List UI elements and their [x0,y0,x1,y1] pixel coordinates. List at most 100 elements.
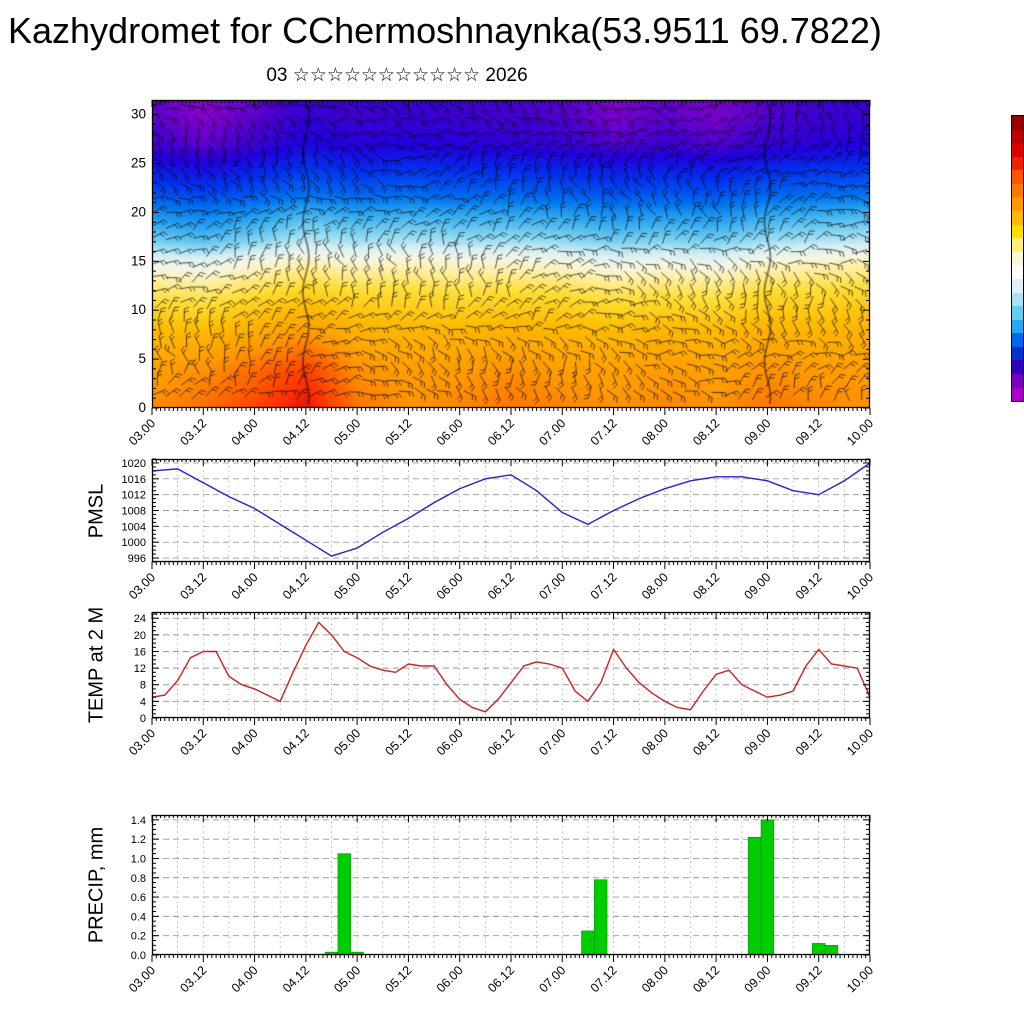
svg-text:1.4: 1.4 [131,815,146,827]
date-header: 03 ☆☆☆☆☆☆☆☆☆☆☆ 2026 [266,65,528,86]
svg-text:04.12: 04.12 [280,416,312,448]
svg-text:09.12: 09.12 [793,416,825,448]
svg-text:05.12: 05.12 [383,963,415,995]
svg-text:05.12: 05.12 [383,570,415,602]
svg-text:07.00: 07.00 [536,963,568,995]
svg-text:03.12: 03.12 [177,416,209,448]
svg-text:1020: 1020 [122,458,146,470]
wind-temperature-profile-axes: 0 5 10 15 20 25 30 03.00 03.12 04.00 04.12 05.00 05.… [126,99,876,448]
svg-text:05.12: 05.12 [383,416,415,448]
svg-text:04.12: 04.12 [280,570,312,602]
svg-text:15: 15 [131,253,146,268]
svg-text:20: 20 [134,630,146,642]
svg-text:03.00: 03.00 [126,726,158,758]
svg-text:10.00: 10.00 [844,570,876,602]
svg-text:06.12: 06.12 [485,570,517,602]
colorbar-segment [1012,183,1023,198]
colorbar-segment [1012,211,1023,225]
colorbar-segment [1012,238,1023,252]
svg-text:05.12: 05.12 [383,726,415,758]
svg-text:06.12: 06.12 [485,416,517,448]
pmsl-chart: 996 1000 1004 1008 1012 1016 1020 03.00 03.12 04.… [122,458,877,602]
svg-text:05.00: 05.00 [331,416,363,448]
svg-text:07.00: 07.00 [536,570,568,602]
svg-text:0.2: 0.2 [131,931,146,943]
precip-chart: 0.0 0.2 0.4 0.6 0.8 1.0 1.2 1.4 03.00 03.12 04.00 0… [126,815,876,995]
svg-text:07.12: 07.12 [588,963,620,995]
svg-text:03.12: 03.12 [177,570,209,602]
wind-temperature-profile-canvas [152,100,870,408]
svg-text:07.00: 07.00 [536,726,568,758]
colorbar-segment [1012,265,1023,279]
svg-text:12: 12 [134,663,146,675]
svg-text:08.00: 08.00 [639,570,671,602]
colorbar-segment [1012,333,1023,347]
svg-text:07.12: 07.12 [588,416,620,448]
colorbar-segment [1012,373,1023,388]
colorbar-segment [1012,224,1023,239]
svg-text:09.12: 09.12 [793,963,825,995]
temp-chart: 0 4 8 12 16 20 24 03.00 03.12 04.00 04.12 05.00 05.1… [126,611,876,758]
svg-text:20: 20 [131,204,146,219]
colorbar-segment [1012,129,1023,144]
svg-text:1000: 1000 [122,537,146,549]
svg-text:05.00: 05.00 [331,726,363,758]
page-title: Kazhydromet for CChermoshnaynka(53.9511 … [8,10,882,51]
colorbar-segment [1012,346,1023,361]
colorbar-segment [1012,156,1023,171]
svg-text:08.00: 08.00 [639,416,671,448]
svg-text:10: 10 [131,302,146,317]
svg-text:05.00: 05.00 [331,570,363,602]
svg-text:08.12: 08.12 [690,416,722,448]
svg-text:07.00: 07.00 [536,416,568,448]
svg-text:03.00: 03.00 [126,570,158,602]
svg-text:04.12: 04.12 [280,963,312,995]
svg-text:06.12: 06.12 [485,726,517,758]
svg-text:5: 5 [138,351,146,366]
svg-text:16: 16 [134,646,146,658]
svg-text:09.12: 09.12 [793,726,825,758]
colorbar-segment [1012,197,1023,212]
colorbar-segment [1012,292,1023,307]
svg-text:1016: 1016 [122,474,146,486]
svg-text:03.12: 03.12 [177,963,209,995]
svg-text:04.00: 04.00 [229,570,261,602]
colorbar-segment [1012,319,1023,334]
svg-text:1004: 1004 [122,521,146,533]
svg-text:0.8: 0.8 [131,873,146,885]
colorbar-segment [1012,278,1023,293]
svg-text:0.4: 0.4 [131,911,146,923]
svg-text:03.00: 03.00 [126,416,158,448]
svg-text:04.12: 04.12 [280,726,312,758]
svg-text:06.00: 06.00 [434,963,466,995]
svg-text:0: 0 [140,713,146,725]
svg-text:08.00: 08.00 [639,726,671,758]
svg-text:06.00: 06.00 [434,416,466,448]
svg-text:1.2: 1.2 [131,834,146,846]
svg-text:0: 0 [138,400,146,415]
svg-text:10.00: 10.00 [844,726,876,758]
svg-text:09.00: 09.00 [742,570,774,602]
svg-text:03.12: 03.12 [177,726,209,758]
colorbar-segment [1012,143,1023,157]
svg-text:09.00: 09.00 [742,726,774,758]
svg-text:1012: 1012 [122,490,146,502]
svg-text:08.12: 08.12 [690,570,722,602]
temperature-colorbar [1011,115,1024,402]
svg-text:06.00: 06.00 [434,570,466,602]
svg-text:1008: 1008 [122,506,146,518]
svg-text:08.00: 08.00 [639,963,671,995]
svg-text:10.00: 10.00 [844,963,876,995]
svg-text:04.00: 04.00 [229,726,261,758]
svg-text:8: 8 [140,680,146,692]
svg-text:30: 30 [131,107,146,122]
svg-text:08.12: 08.12 [690,963,722,995]
svg-text:09.00: 09.00 [742,963,774,995]
svg-text:06.00: 06.00 [434,726,466,758]
svg-text:09.00: 09.00 [742,416,774,448]
svg-text:24: 24 [134,613,146,625]
colorbar-segment [1012,170,1023,184]
colorbar-segment [1012,360,1023,374]
colorbar-segment [1012,387,1023,402]
